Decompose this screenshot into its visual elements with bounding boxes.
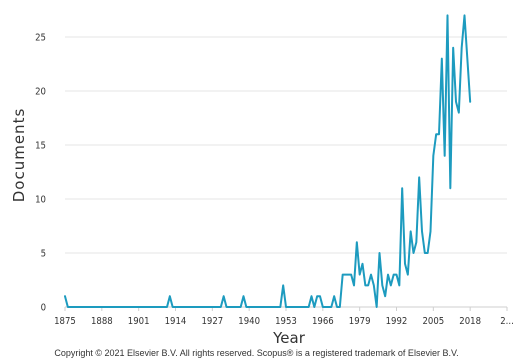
data-point[interactable] — [165, 305, 170, 310]
y-axis-ticks: 0 5 10 15 20 25 — [35, 33, 46, 314]
y-tick-label: 15 — [35, 141, 46, 152]
data-point[interactable] — [332, 294, 337, 299]
data-point[interactable] — [371, 283, 376, 288]
data-point[interactable] — [417, 175, 422, 180]
data-point[interactable] — [244, 305, 249, 310]
data-point[interactable] — [411, 251, 416, 256]
data-point[interactable] — [468, 99, 473, 104]
data-point[interactable] — [428, 229, 433, 234]
data-point[interactable] — [414, 240, 419, 245]
data-point[interactable] — [352, 283, 357, 288]
data-point[interactable] — [354, 240, 359, 245]
y-tick-label: 10 — [35, 195, 46, 206]
copyright-notice: Copyright © 2021 Elsevier B.V. All right… — [54, 348, 459, 358]
x-tick-label: 2018 — [459, 316, 481, 327]
data-point[interactable] — [238, 305, 243, 310]
x-tick-label: 1901 — [128, 316, 150, 327]
data-point[interactable] — [241, 294, 246, 299]
data-point[interactable] — [431, 153, 436, 158]
data-point[interactable] — [309, 294, 314, 299]
data-point[interactable] — [451, 45, 456, 50]
data-point[interactable] — [281, 283, 286, 288]
data-point[interactable] — [380, 283, 385, 288]
data-point[interactable] — [445, 13, 450, 18]
x-tick-label: 1992 — [386, 316, 408, 327]
data-point[interactable] — [459, 45, 464, 50]
data-point[interactable] — [221, 294, 226, 299]
data-point[interactable] — [366, 283, 371, 288]
data-point[interactable] — [386, 272, 391, 277]
x-axis-ticks: 1875 1888 1901 1914 1927 1940 1953 1966 1979 1992… — [54, 307, 513, 327]
data-point[interactable] — [170, 305, 175, 310]
data-point[interactable] — [318, 294, 323, 299]
data-point[interactable] — [462, 13, 467, 18]
data-point[interactable] — [167, 294, 172, 299]
y-tick-label: 5 — [41, 249, 46, 260]
data-point[interactable] — [425, 251, 430, 256]
data-point[interactable] — [360, 261, 365, 266]
data-point[interactable] — [408, 229, 413, 234]
data-point[interactable] — [448, 186, 453, 191]
data-point[interactable] — [439, 56, 444, 61]
data-point[interactable] — [224, 305, 229, 310]
data-point[interactable] — [357, 272, 362, 277]
data-point[interactable] — [284, 305, 289, 310]
x-tick-label: 2... — [500, 316, 513, 327]
data-point[interactable] — [218, 305, 223, 310]
series-line — [64, 14, 472, 308]
data-point[interactable] — [337, 305, 342, 310]
data-point[interactable] — [454, 99, 459, 104]
data-point[interactable] — [369, 272, 374, 277]
data-point[interactable] — [442, 153, 447, 158]
data-point[interactable] — [65, 305, 70, 310]
data-point[interactable] — [465, 56, 470, 61]
data-point[interactable] — [278, 305, 283, 310]
data-point[interactable] — [374, 305, 379, 310]
y-axis-title: Documents — [10, 108, 28, 203]
data-point[interactable] — [349, 272, 354, 277]
data-point[interactable] — [405, 272, 410, 277]
data-point[interactable] — [329, 305, 334, 310]
data-point[interactable] — [377, 251, 382, 256]
x-tick-label: 1875 — [54, 316, 76, 327]
x-tick-label: 2005 — [422, 316, 444, 327]
data-point[interactable] — [456, 110, 461, 115]
data-point[interactable] — [397, 283, 402, 288]
x-tick-label: 1979 — [349, 316, 371, 327]
x-tick-label: 1888 — [91, 316, 113, 327]
data-point[interactable] — [437, 132, 442, 137]
x-tick-label: 1927 — [201, 316, 223, 327]
x-tick-label: 1914 — [165, 316, 187, 327]
data-point[interactable] — [306, 305, 311, 310]
data-point[interactable] — [388, 283, 393, 288]
data-point[interactable] — [420, 229, 425, 234]
x-tick-label: 1940 — [238, 316, 260, 327]
data-point[interactable] — [403, 261, 408, 266]
data-point[interactable] — [312, 305, 317, 310]
x-tick-label: 1953 — [275, 316, 297, 327]
y-tick-label: 20 — [35, 87, 46, 98]
data-point[interactable] — [400, 186, 405, 191]
series-layer — [63, 13, 473, 310]
y-tick-label: 0 — [41, 303, 46, 314]
x-axis-title: Year — [272, 329, 306, 347]
data-point[interactable] — [383, 294, 388, 299]
data-point[interactable] — [394, 272, 399, 277]
y-tick-label: 25 — [35, 33, 46, 44]
data-point[interactable] — [320, 305, 325, 310]
data-point[interactable] — [63, 294, 68, 299]
x-tick-label: 1966 — [312, 316, 334, 327]
